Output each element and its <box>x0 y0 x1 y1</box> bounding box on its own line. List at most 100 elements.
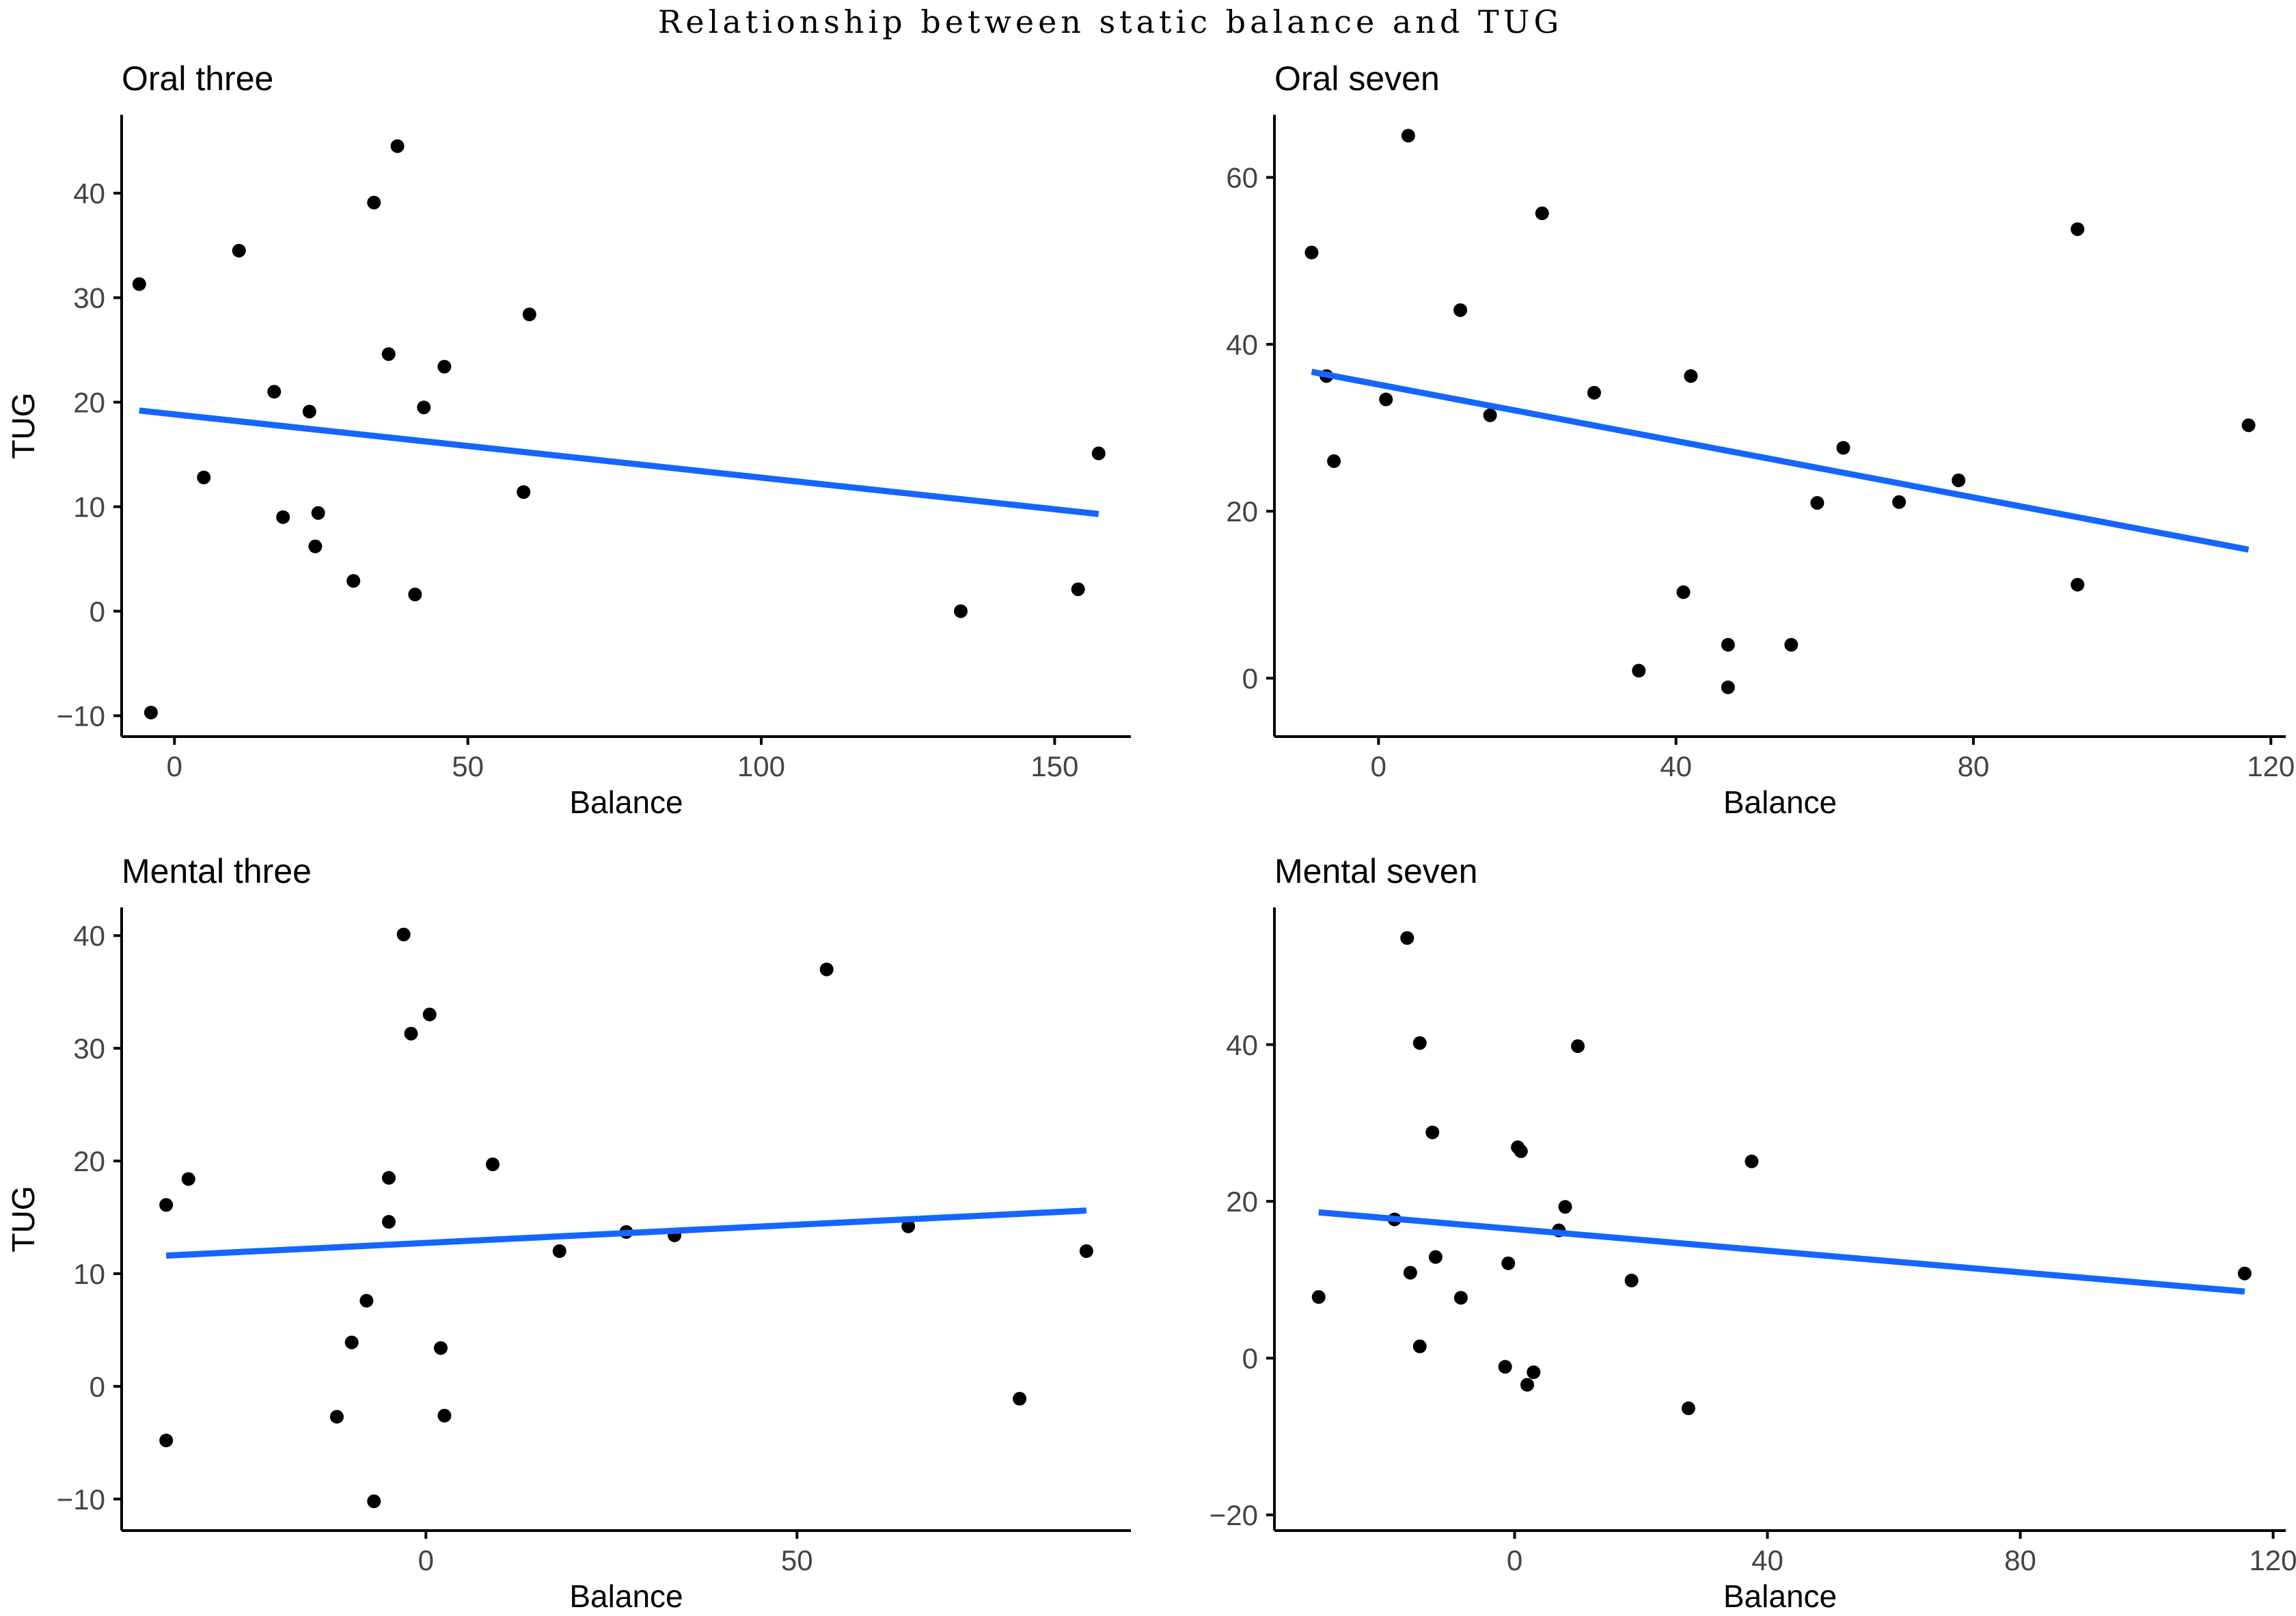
data-point <box>953 604 968 618</box>
y-tick-label: 30 <box>73 1032 105 1065</box>
data-point <box>344 1335 359 1350</box>
data-point <box>1311 1290 1326 1304</box>
y-tick-label: 0 <box>90 595 105 627</box>
data-point <box>901 1219 916 1233</box>
data-point <box>1498 1360 1512 1374</box>
x-tick-label: 100 <box>737 750 785 782</box>
x-axis-label: Balance <box>1723 784 1837 820</box>
y-tick-label: 40 <box>73 178 105 210</box>
data-point <box>437 359 452 374</box>
data-point <box>1721 680 1735 694</box>
y-tick-label: 20 <box>1226 1186 1258 1218</box>
data-point <box>267 385 282 399</box>
data-point <box>486 1158 500 1172</box>
data-point <box>381 1170 396 1185</box>
data-point <box>1412 1339 1427 1354</box>
panel-oral-seven: Oral seven 0 20 40 60 0 40 80 120 Balance TUG <box>5 59 2295 820</box>
y-axis-label: TUG <box>5 392 41 458</box>
data-point <box>1535 206 1549 221</box>
data-point <box>381 1215 396 1229</box>
x-tick-label: 120 <box>2247 750 2295 782</box>
data-point <box>2237 1266 2252 1281</box>
data-point <box>1745 1154 1759 1168</box>
x-tick-label: 0 <box>1371 750 1386 782</box>
data-point <box>1071 582 1085 597</box>
x-tick-label: 80 <box>1958 750 1990 782</box>
y-tick-label: 20 <box>1226 495 1258 528</box>
data-point <box>437 1408 452 1423</box>
data-point <box>1013 1392 1027 1406</box>
data-point <box>396 927 411 942</box>
data-point <box>1624 1274 1639 1288</box>
data-point <box>1453 1291 1468 1305</box>
y-tick-label: 30 <box>73 282 105 314</box>
data-point <box>1836 441 1850 455</box>
data-point <box>1527 1365 1541 1380</box>
data-point <box>302 405 316 419</box>
panel-oral-three: Oral three −10 0 10 20 30 40 0 50 100 150 Balance TU… <box>5 59 1131 820</box>
data-point <box>390 139 405 153</box>
y-tick-label: 20 <box>73 1145 105 1177</box>
regression-line <box>165 1207 1087 1259</box>
data-point <box>359 1293 374 1308</box>
data-point <box>1587 385 1601 400</box>
x-tick-label: 150 <box>1030 750 1078 782</box>
y-tick-label: 20 <box>73 387 105 419</box>
data-point <box>1079 1244 1093 1259</box>
data-point <box>276 510 290 524</box>
data-point <box>1091 446 1106 461</box>
data-point <box>132 277 146 291</box>
y-tick-label: −10 <box>57 1483 105 1516</box>
y-axis-label: TUG <box>5 1186 41 1252</box>
y-tick-label: 60 <box>1226 162 1258 194</box>
data-point <box>346 574 361 588</box>
data-point <box>1428 1250 1443 1264</box>
data-point <box>197 470 211 484</box>
x-tick-label: 50 <box>781 1544 813 1576</box>
data-point <box>232 243 246 258</box>
data-point <box>1721 638 1735 652</box>
data-point <box>1684 369 1698 383</box>
y-tick-label: 0 <box>1242 662 1258 694</box>
y-tick-label: 0 <box>1242 1343 1258 1375</box>
data-point <box>1892 495 1906 509</box>
data-point <box>144 705 158 720</box>
data-point <box>1400 931 1414 945</box>
data-point <box>433 1341 448 1355</box>
y-tick-label: 40 <box>73 920 105 952</box>
y-tick-label: 0 <box>90 1371 105 1403</box>
x-tick-label: 0 <box>1507 1544 1522 1576</box>
data-point <box>1514 1144 1528 1158</box>
data-point <box>552 1244 566 1259</box>
x-tick-label: 80 <box>2004 1544 2036 1576</box>
data-point <box>1558 1200 1572 1214</box>
y-tick-label: −10 <box>57 700 105 732</box>
figure-title: Relationship between static balance and … <box>658 3 1563 40</box>
data-point <box>381 347 396 361</box>
x-tick-label: 0 <box>167 750 182 782</box>
panel-title: Mental seven <box>1274 852 1477 890</box>
data-point <box>1810 495 1824 510</box>
data-point <box>367 195 381 210</box>
data-point <box>308 539 323 553</box>
data-point <box>408 588 422 601</box>
panel-title: Mental three <box>122 852 312 890</box>
x-axis-label: Balance <box>1723 1578 1837 1614</box>
data-point <box>311 506 325 520</box>
data-point <box>1952 474 1966 488</box>
data-point <box>1632 663 1646 678</box>
data-point <box>1304 245 1319 260</box>
data-point <box>819 962 834 976</box>
x-axis-label: Balance <box>569 1578 683 1614</box>
x-tick-label: 40 <box>1751 1544 1784 1576</box>
data-point <box>1379 392 1393 407</box>
data-point <box>1403 1265 1417 1280</box>
data-point <box>329 1410 344 1424</box>
data-point <box>2241 418 2256 433</box>
data-point <box>1425 1125 1440 1140</box>
data-point <box>417 400 431 415</box>
data-point <box>422 1007 437 1022</box>
panel-title: Oral seven <box>1274 59 1440 98</box>
data-point <box>1412 1036 1427 1050</box>
